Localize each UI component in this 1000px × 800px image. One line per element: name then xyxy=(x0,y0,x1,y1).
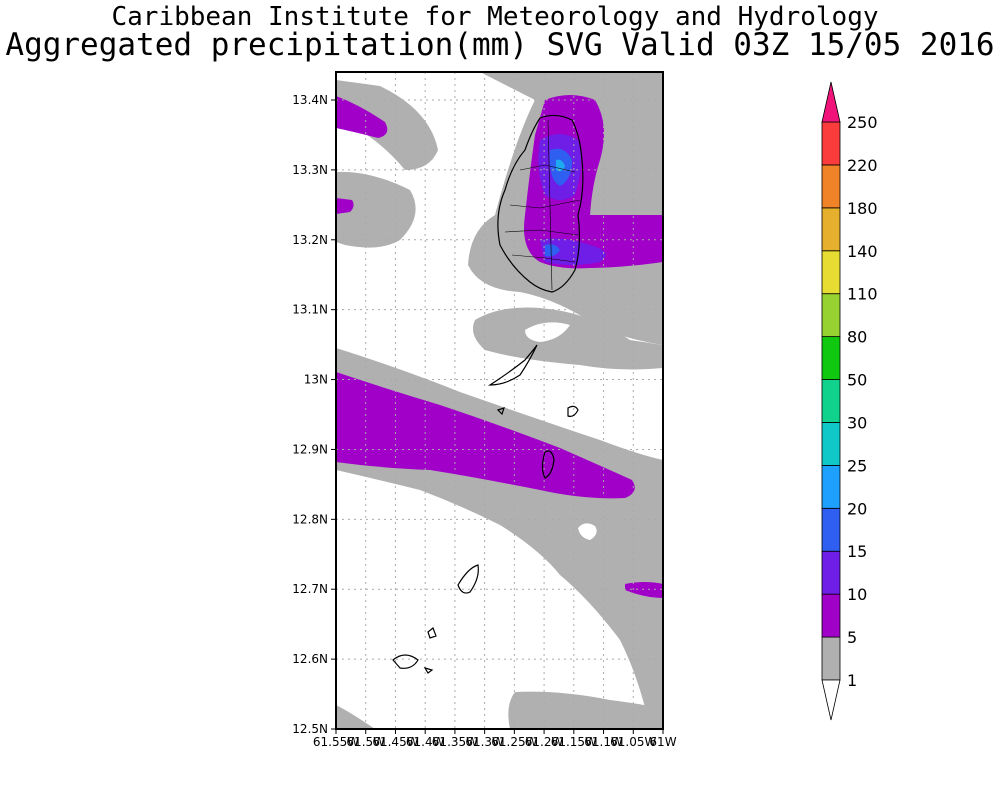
lon-tick-label: 61.3W xyxy=(465,735,504,749)
lon-tick-label: 61.05W xyxy=(610,735,656,749)
map-plot-area xyxy=(335,71,664,730)
precip-area-purple xyxy=(625,582,663,598)
lat-tick-label: 13.3N xyxy=(292,163,328,177)
precip-area-gray xyxy=(336,80,438,170)
colorbar-bin xyxy=(821,293,841,338)
lon-tick-label: 61.25W xyxy=(491,735,537,749)
dry-area xyxy=(525,322,570,342)
colorbar-label: 10 xyxy=(847,585,867,604)
lat-tick-label: 13.2N xyxy=(292,233,328,247)
coastlines xyxy=(392,114,584,674)
precip-area-gray xyxy=(508,691,663,729)
title-product: Aggregated precipitation(mm) SVG Valid 0… xyxy=(5,27,995,63)
island-canouan xyxy=(541,450,555,479)
colorbar-bin xyxy=(821,207,841,252)
islet xyxy=(427,627,437,639)
lat-tick-label: 13.4N xyxy=(292,93,328,107)
lon-tick-label: 61.2W xyxy=(525,735,564,749)
lon-tick-label: 61.1W xyxy=(584,735,623,749)
map-frame xyxy=(335,71,664,730)
precip-area-violet xyxy=(540,238,606,265)
lon-tick-label: 61.55W xyxy=(313,735,359,749)
colorbar-bin xyxy=(821,593,841,638)
colorbar-label: 140 xyxy=(847,242,878,261)
colorbar-bin xyxy=(821,636,841,681)
precip-area-purple xyxy=(336,198,354,214)
colorbar-label: 5 xyxy=(847,628,857,647)
islet xyxy=(496,407,505,416)
precip-area-purple xyxy=(336,372,635,499)
islet xyxy=(423,667,434,674)
colorbar-min-arrow xyxy=(821,679,841,721)
colorbar-label: 250 xyxy=(847,113,878,132)
colorbar-bin xyxy=(821,164,841,209)
lat-tick-label: 12.6N xyxy=(292,652,328,666)
island-saint-vincent xyxy=(497,114,584,293)
colorbar-label: 30 xyxy=(847,413,867,432)
colorbar-max-arrow xyxy=(821,81,841,123)
lon-tick-label: 61.35W xyxy=(432,735,478,749)
lon-tick-label: 61W xyxy=(649,735,676,749)
colorbar-bin xyxy=(821,336,841,380)
lon-tick-label: 61.4W xyxy=(406,735,445,749)
lon-tick-label: 61.45W xyxy=(372,735,418,749)
island-carriacou xyxy=(392,654,419,669)
colorbar-label: 180 xyxy=(847,199,878,218)
precip-area-gray xyxy=(472,307,663,370)
latitude-axis: 13.4N 13.3N 13.2N 13.1N 13N 12.9N 12.8N 12.7N 12… xyxy=(292,93,336,736)
colorbar-label: 110 xyxy=(847,285,878,304)
lat-tick-label: 13N xyxy=(304,373,328,387)
colorbar-label: 20 xyxy=(847,499,867,518)
precip-area-blue xyxy=(545,244,560,257)
lat-tick-label: 12.7N xyxy=(292,582,328,596)
colorbar-label: 25 xyxy=(847,456,867,475)
colorbar-bin xyxy=(821,121,841,166)
colorbar-label: 80 xyxy=(847,328,867,347)
colorbar-label: 1 xyxy=(847,671,857,690)
lat-tick-label: 12.9N xyxy=(292,442,328,456)
island-bequia xyxy=(487,344,538,386)
colorbar-bin xyxy=(821,507,841,552)
island-union xyxy=(457,564,479,594)
precipitation-fields xyxy=(336,72,663,729)
colorbar-bin xyxy=(821,550,841,595)
colorbar-label: 50 xyxy=(847,371,867,390)
precip-area-gray xyxy=(336,705,375,729)
colorbar-label: 15 xyxy=(847,542,867,561)
precip-area-cyan xyxy=(556,159,565,172)
colorbar-bin xyxy=(821,250,841,295)
lat-tick-label: 12.8N xyxy=(292,512,328,526)
colorbar-label: 220 xyxy=(847,156,878,175)
colorbar-bin xyxy=(821,464,841,509)
precip-area-purple xyxy=(336,96,388,138)
colorbar-bin xyxy=(821,422,841,466)
lon-tick-label: 61.15W xyxy=(551,735,597,749)
lat-tick-label: 12.5N xyxy=(292,722,328,736)
lon-tick-label: 61.5W xyxy=(346,735,385,749)
longitude-axis: 61.55W61.5W61.45W61.4W61.35W61.3W61.25W6… xyxy=(313,729,677,749)
lat-tick-label: 13.1N xyxy=(292,303,328,317)
dry-area xyxy=(578,523,597,540)
title-institute: Caribbean Institute for Meteorology and … xyxy=(111,2,879,32)
parish-boundaries xyxy=(504,119,581,291)
island-mustique xyxy=(567,405,579,417)
colorbar-bin xyxy=(821,379,841,423)
